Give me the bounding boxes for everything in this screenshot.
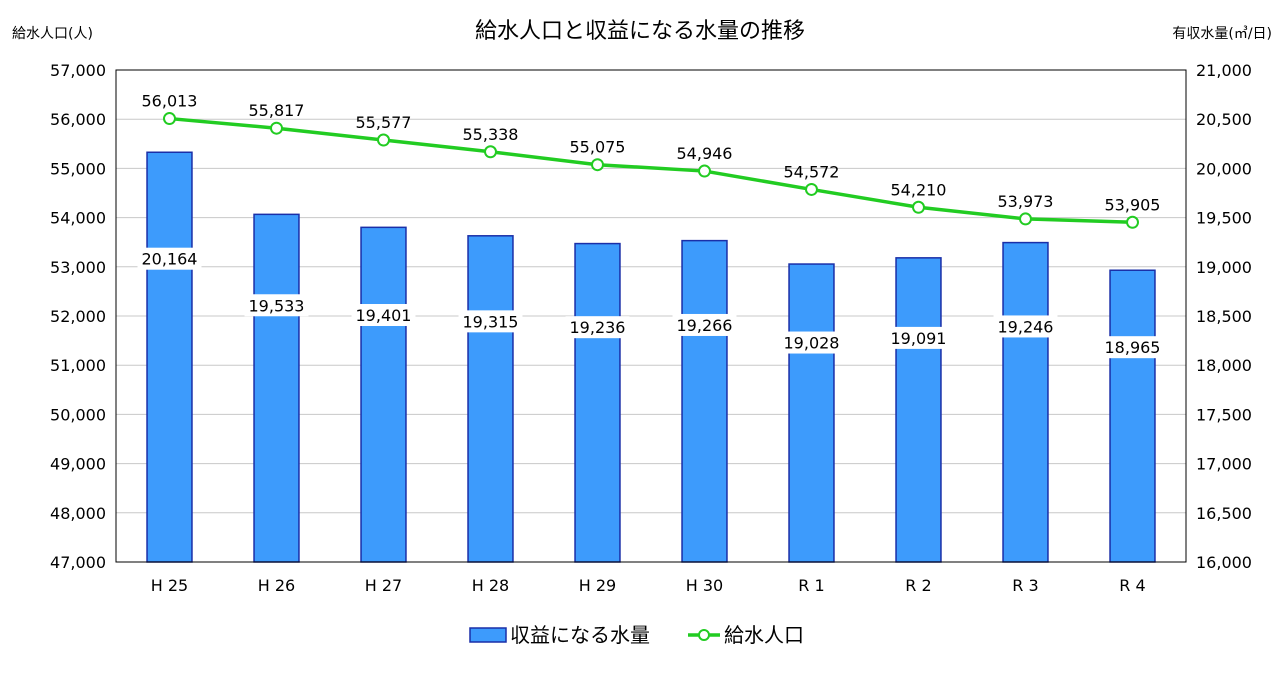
bar-value-label: 19,246 xyxy=(998,317,1054,336)
right-tick-label: 17,500 xyxy=(1196,405,1252,424)
line-point xyxy=(270,121,283,135)
bar xyxy=(681,239,728,563)
bar xyxy=(360,226,407,563)
right-tick-label: 16,500 xyxy=(1196,504,1252,523)
line-value-label: 54,572 xyxy=(784,162,840,181)
bar xyxy=(1109,269,1156,563)
left-tick-label: 51,000 xyxy=(50,356,106,375)
legend-bar-label: 収益になる水量 xyxy=(510,623,650,647)
right-tick-label: 20,500 xyxy=(1196,110,1252,129)
bar-label-bg xyxy=(993,315,1058,338)
line-value-label: 56,013 xyxy=(142,92,198,111)
line-value-label: 54,210 xyxy=(891,180,947,199)
legend-bar-swatch xyxy=(469,627,507,643)
x-tick-label: H 27 xyxy=(365,576,402,595)
bar xyxy=(467,235,514,563)
bar xyxy=(1002,241,1049,563)
line-value-label: 54,946 xyxy=(677,144,733,163)
right-tick-label: 19,000 xyxy=(1196,258,1252,277)
line-point xyxy=(591,158,604,172)
bar-label-bg xyxy=(458,310,523,333)
bar-value-label: 19,533 xyxy=(249,296,305,315)
x-axis: H 25 H 26 H 27 H 28 H 29 H 30 R 1 R 2 R 3 R 4 xyxy=(151,576,1146,595)
x-tick-label: R 3 xyxy=(1012,576,1038,595)
line-point xyxy=(1126,215,1139,229)
line-point xyxy=(163,112,176,126)
line-value-label: 55,075 xyxy=(570,138,626,157)
left-axis: 47,000 48,000 49,000 50,000 51,000 52,000 53,0… xyxy=(50,61,106,572)
bar-value-label: 18,965 xyxy=(1105,338,1161,357)
left-tick-label: 57,000 xyxy=(50,61,106,80)
bar-label-bg xyxy=(779,331,844,354)
x-tick-label: H 30 xyxy=(686,576,723,595)
left-tick-label: 53,000 xyxy=(50,258,106,277)
plot-frame xyxy=(115,69,1187,563)
line-point xyxy=(698,164,711,178)
line-point xyxy=(484,145,497,159)
bar-label-bg xyxy=(1100,336,1165,359)
bar-label-bg xyxy=(886,326,951,349)
bar-value-label: 20,164 xyxy=(142,250,198,269)
right-tick-label: 17,000 xyxy=(1196,455,1252,474)
bar-series xyxy=(146,151,1156,563)
bar xyxy=(574,242,621,563)
line-point xyxy=(1019,212,1032,226)
x-tick-label: H 29 xyxy=(579,576,616,595)
left-tick-label: 56,000 xyxy=(50,110,106,129)
bar-value-label: 19,266 xyxy=(677,316,733,335)
right-tick-label: 18,000 xyxy=(1196,356,1252,375)
line-point xyxy=(805,182,818,196)
bar-label-bg xyxy=(137,247,202,270)
x-tick-label: R 1 xyxy=(798,576,824,595)
chart-title: 給水人口と収益になる水量の推移 xyxy=(475,19,805,44)
bar-value-label: 19,315 xyxy=(463,312,519,331)
right-tick-label: 21,000 xyxy=(1196,61,1252,80)
population-line xyxy=(169,116,1133,225)
bar-value-label: 19,401 xyxy=(356,306,412,325)
left-tick-label: 50,000 xyxy=(50,405,106,424)
left-tick-label: 47,000 xyxy=(50,553,106,572)
line-series xyxy=(163,112,1139,229)
bar-label-bg xyxy=(565,316,630,339)
legend-line-label: 給水人口 xyxy=(724,623,804,647)
bar-label-bg xyxy=(244,294,309,317)
bar xyxy=(895,257,942,563)
bar-label-bg xyxy=(672,313,737,336)
left-tick-label: 55,000 xyxy=(50,159,106,178)
legend-line-marker xyxy=(698,629,710,641)
line-value-label: 55,577 xyxy=(356,113,412,132)
x-tick-label: R 4 xyxy=(1119,576,1145,595)
x-tick-label: R 2 xyxy=(905,576,931,595)
left-tick-label: 48,000 xyxy=(50,504,106,523)
bar-label-bg xyxy=(351,304,416,327)
right-tick-label: 19,500 xyxy=(1196,209,1252,228)
data-labels: 20,164 19,533 19,401 19,315 19,236 19,266 19,0… xyxy=(137,92,1165,359)
bar xyxy=(253,213,300,563)
line-point xyxy=(912,200,925,214)
bar xyxy=(788,263,835,563)
right-tick-label: 16,000 xyxy=(1196,553,1252,572)
left-axis-label: 給水人口(人) xyxy=(12,26,93,42)
right-axis: 16,000 16,500 17,000 17,500 18,000 18,500 19,0… xyxy=(1196,61,1252,572)
left-tick-label: 49,000 xyxy=(50,455,106,474)
bar-value-label: 19,028 xyxy=(784,334,840,353)
legend: 収益になる水量 給水人口 xyxy=(469,623,804,647)
x-tick-label: H 26 xyxy=(258,576,295,595)
line-point xyxy=(377,133,390,147)
line-value-label: 53,973 xyxy=(998,192,1054,211)
bar xyxy=(146,151,193,563)
x-tick-label: H 28 xyxy=(472,576,509,595)
line-value-label: 55,817 xyxy=(249,101,305,120)
line-value-label: 55,338 xyxy=(463,125,519,144)
bar-value-label: 19,091 xyxy=(891,329,947,348)
bar-value-label: 19,236 xyxy=(570,318,626,337)
left-tick-label: 52,000 xyxy=(50,307,106,326)
right-tick-label: 18,500 xyxy=(1196,307,1252,326)
left-tick-label: 54,000 xyxy=(50,209,106,228)
line-value-label: 53,905 xyxy=(1105,195,1161,214)
x-tick-label: H 25 xyxy=(151,576,188,595)
right-axis-label: 有収水量(㎥/日) xyxy=(1172,26,1272,42)
right-tick-label: 20,000 xyxy=(1196,159,1252,178)
